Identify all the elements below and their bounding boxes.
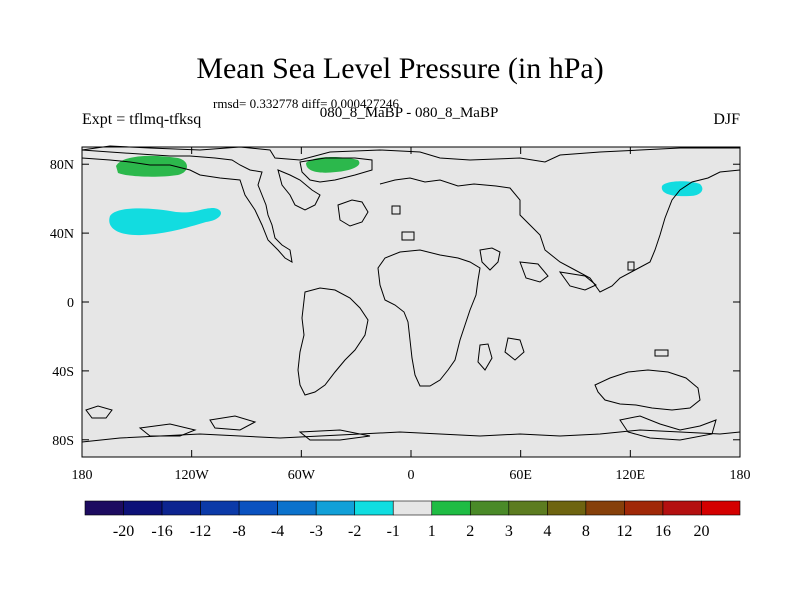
colorbar-box [238,500,278,516]
colorbar-box [624,500,664,516]
x-tick-label: 60E [509,468,532,483]
colorbar-label: -8 [232,523,245,540]
map-background [82,147,740,457]
map-title: Mean Sea Level Pressure (in hPa) [196,52,604,85]
colorbar-box [123,500,163,516]
y-tick-label: 0 [67,296,74,311]
y-tick-label: 40N [50,227,74,242]
colorbar-box [161,500,201,516]
colorbar-box [392,500,433,516]
colorbar-label: 16 [655,523,671,540]
x-tick-label: 180 [730,468,751,483]
x-tick-label: 60W [288,468,316,483]
y-tick-label: 80N [50,158,74,173]
colorbar-box [84,500,124,516]
north-pacific-low-anomaly [109,208,221,236]
colorbar-box [354,500,394,516]
anomaly-regions [109,155,703,236]
colorbar-box [315,500,356,516]
colorbar-box [431,500,471,516]
x-tick-label: 120E [616,468,646,483]
colorbar-box [508,500,548,516]
map-subtitle: 080_8_MaBP - 080_8_MaBP [319,105,499,121]
x-tick-label: 0 [408,468,415,483]
colorbar-box [662,500,702,516]
colorbar-box [547,500,587,516]
colorbar-label: -12 [190,523,211,540]
colorbar-label: 8 [582,523,590,540]
coastlines [81,145,741,443]
colorbar-label: 12 [616,523,632,540]
experiment-label: Expt = tflmq-tfksq [82,111,202,128]
colorbar-label: 2 [466,523,474,540]
colorbar-label: 3 [505,523,513,540]
north-pacific-high-anomaly [116,155,187,177]
stats-text: rmsd= 0.332778 diff= 0.000427246 [213,96,399,111]
colorbar-label: 1 [428,523,436,540]
colorbar-box [469,500,510,516]
colorbar-label: -2 [348,523,361,540]
y-tick-label: 40S [52,365,74,380]
colorbar-label: -3 [310,523,323,540]
colorbar-label: -20 [113,523,134,540]
x-tick-label: 180 [72,468,93,483]
x-tick-label: 120W [175,468,210,483]
colorbar-box [585,500,625,516]
colorbar-box [701,500,741,516]
colorbar-box [200,500,240,516]
north-atlantic-high-anomaly [306,156,360,173]
colorbar-box [277,500,317,516]
season-label: DJF [713,111,740,128]
colorbar-label: 20 [693,523,709,540]
colorbar-label: -1 [387,523,400,540]
y-tick-label: 80S [52,434,74,449]
colorbar-label: 4 [543,523,551,540]
colorbar-label: -16 [151,523,172,540]
colorbar-label: -4 [271,523,284,540]
